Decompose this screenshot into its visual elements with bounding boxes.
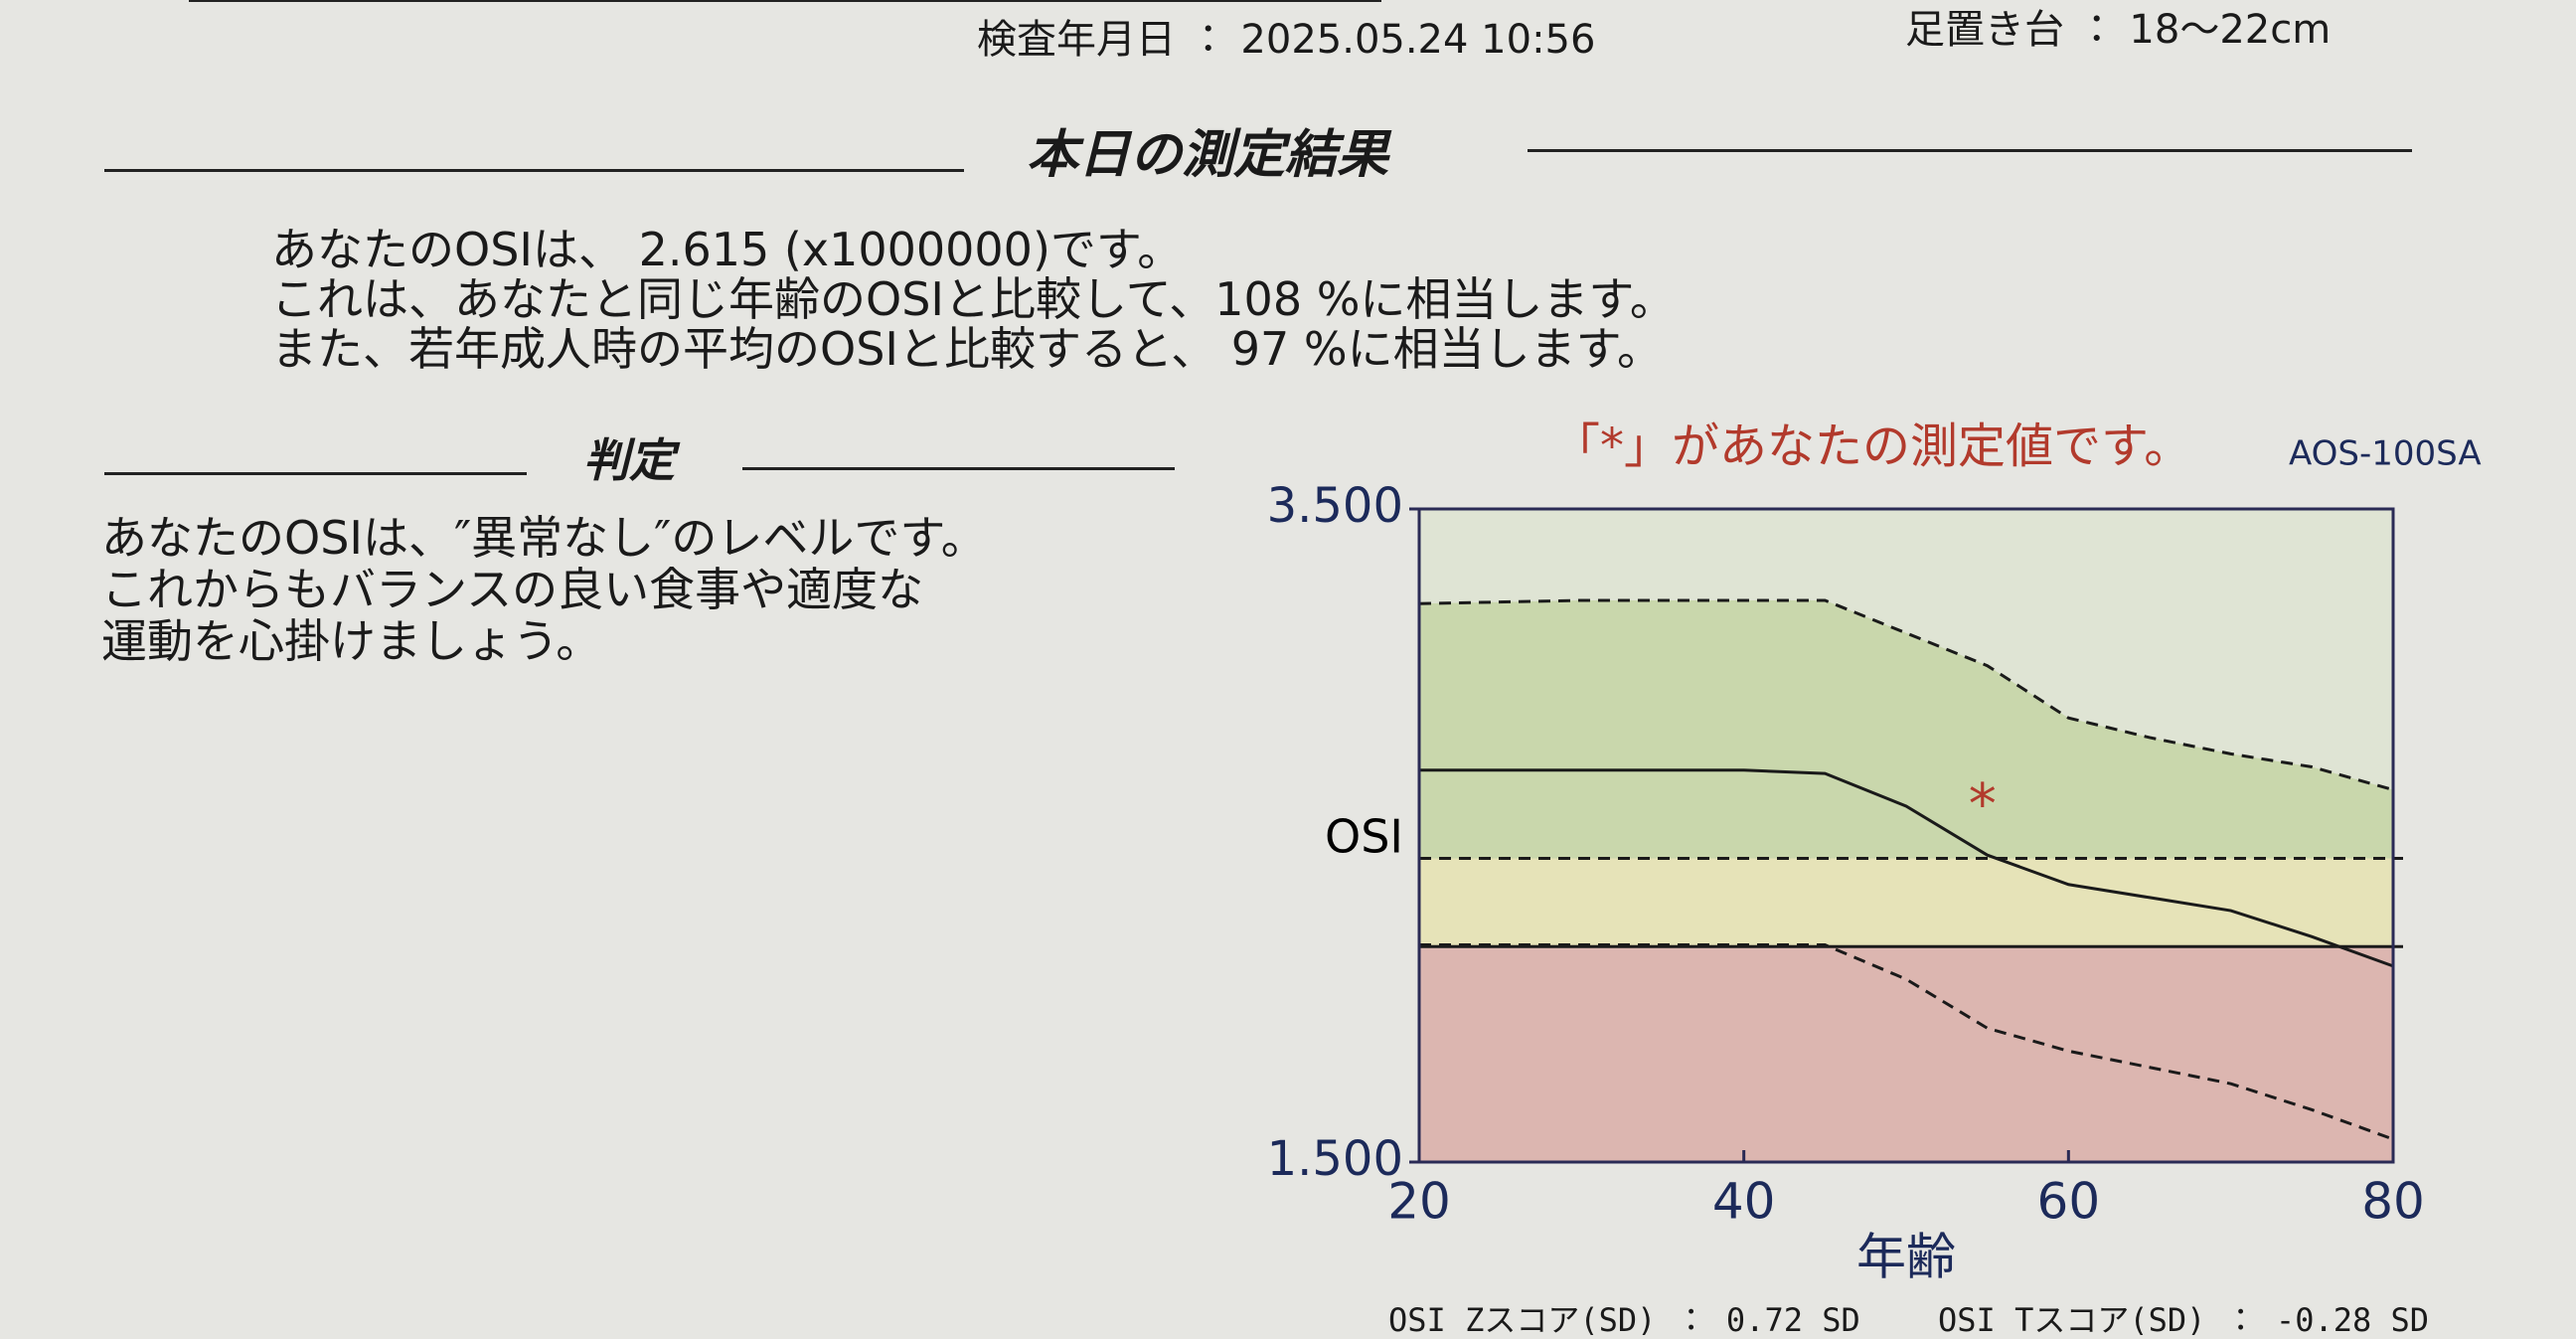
curve	[1419, 768, 2394, 968]
x-tick-label: 60	[2037, 1173, 2101, 1231]
t-score: OSI Tスコア(SD) ： -0.28 SD	[1938, 1301, 2430, 1339]
section-rule	[104, 472, 527, 475]
x-axis-label: 年齢	[1856, 1229, 1956, 1286]
exam-date: 検査年月日 ： 2025.05.24 10:56	[977, 17, 1596, 63]
result-line: また、若年成人時の平均のOSIと比較すると、 97 %に相当します。	[271, 322, 1664, 376]
result-line: これは、あなたと同じ年齢のOSIと比較して、108 %に相当します。	[271, 272, 1676, 326]
x-tick-label: 20	[1387, 1173, 1451, 1231]
z-score: OSI Zスコア(SD) ： 0.72 SD	[1388, 1301, 1860, 1339]
footrest: 足置き台 ： 18～22cm	[1905, 7, 2332, 53]
judgment-line: あなたのOSIは、″異常なし″のレベルです。	[101, 511, 987, 565]
zone	[1419, 858, 2393, 947]
section-title: 判定	[583, 433, 675, 487]
section-rule	[104, 169, 964, 172]
y-tick-label: 3.500	[1267, 478, 1403, 534]
judgment-line: 運動を心掛けましょう。	[101, 614, 602, 668]
zone	[1419, 946, 2393, 1162]
x-tick-label: 40	[1712, 1173, 1776, 1231]
y-axis-label: OSI	[1325, 810, 1403, 864]
top-rule	[189, 0, 1381, 2]
judgment-line: これからもバランスの良い食事や適度な	[101, 563, 924, 616]
section-rule	[742, 467, 1175, 470]
curve	[1418, 598, 2394, 791]
model-label: AOS-100SA	[2289, 434, 2482, 474]
result-line: あなたのOSIは、 2.615 (x1000000)です。	[271, 223, 1184, 276]
measurement-point: *	[1969, 772, 1997, 837]
section-rule	[1528, 149, 2412, 152]
y-tick-label: 1.500	[1267, 1131, 1403, 1187]
section-title: 本日の測定結果	[1027, 125, 1389, 185]
x-tick-label: 80	[2361, 1173, 2425, 1231]
zone	[1419, 599, 2393, 859]
chart-title: 「*」があなたの測定値です。	[1552, 418, 2191, 474]
plot-frame	[1417, 507, 2395, 1164]
